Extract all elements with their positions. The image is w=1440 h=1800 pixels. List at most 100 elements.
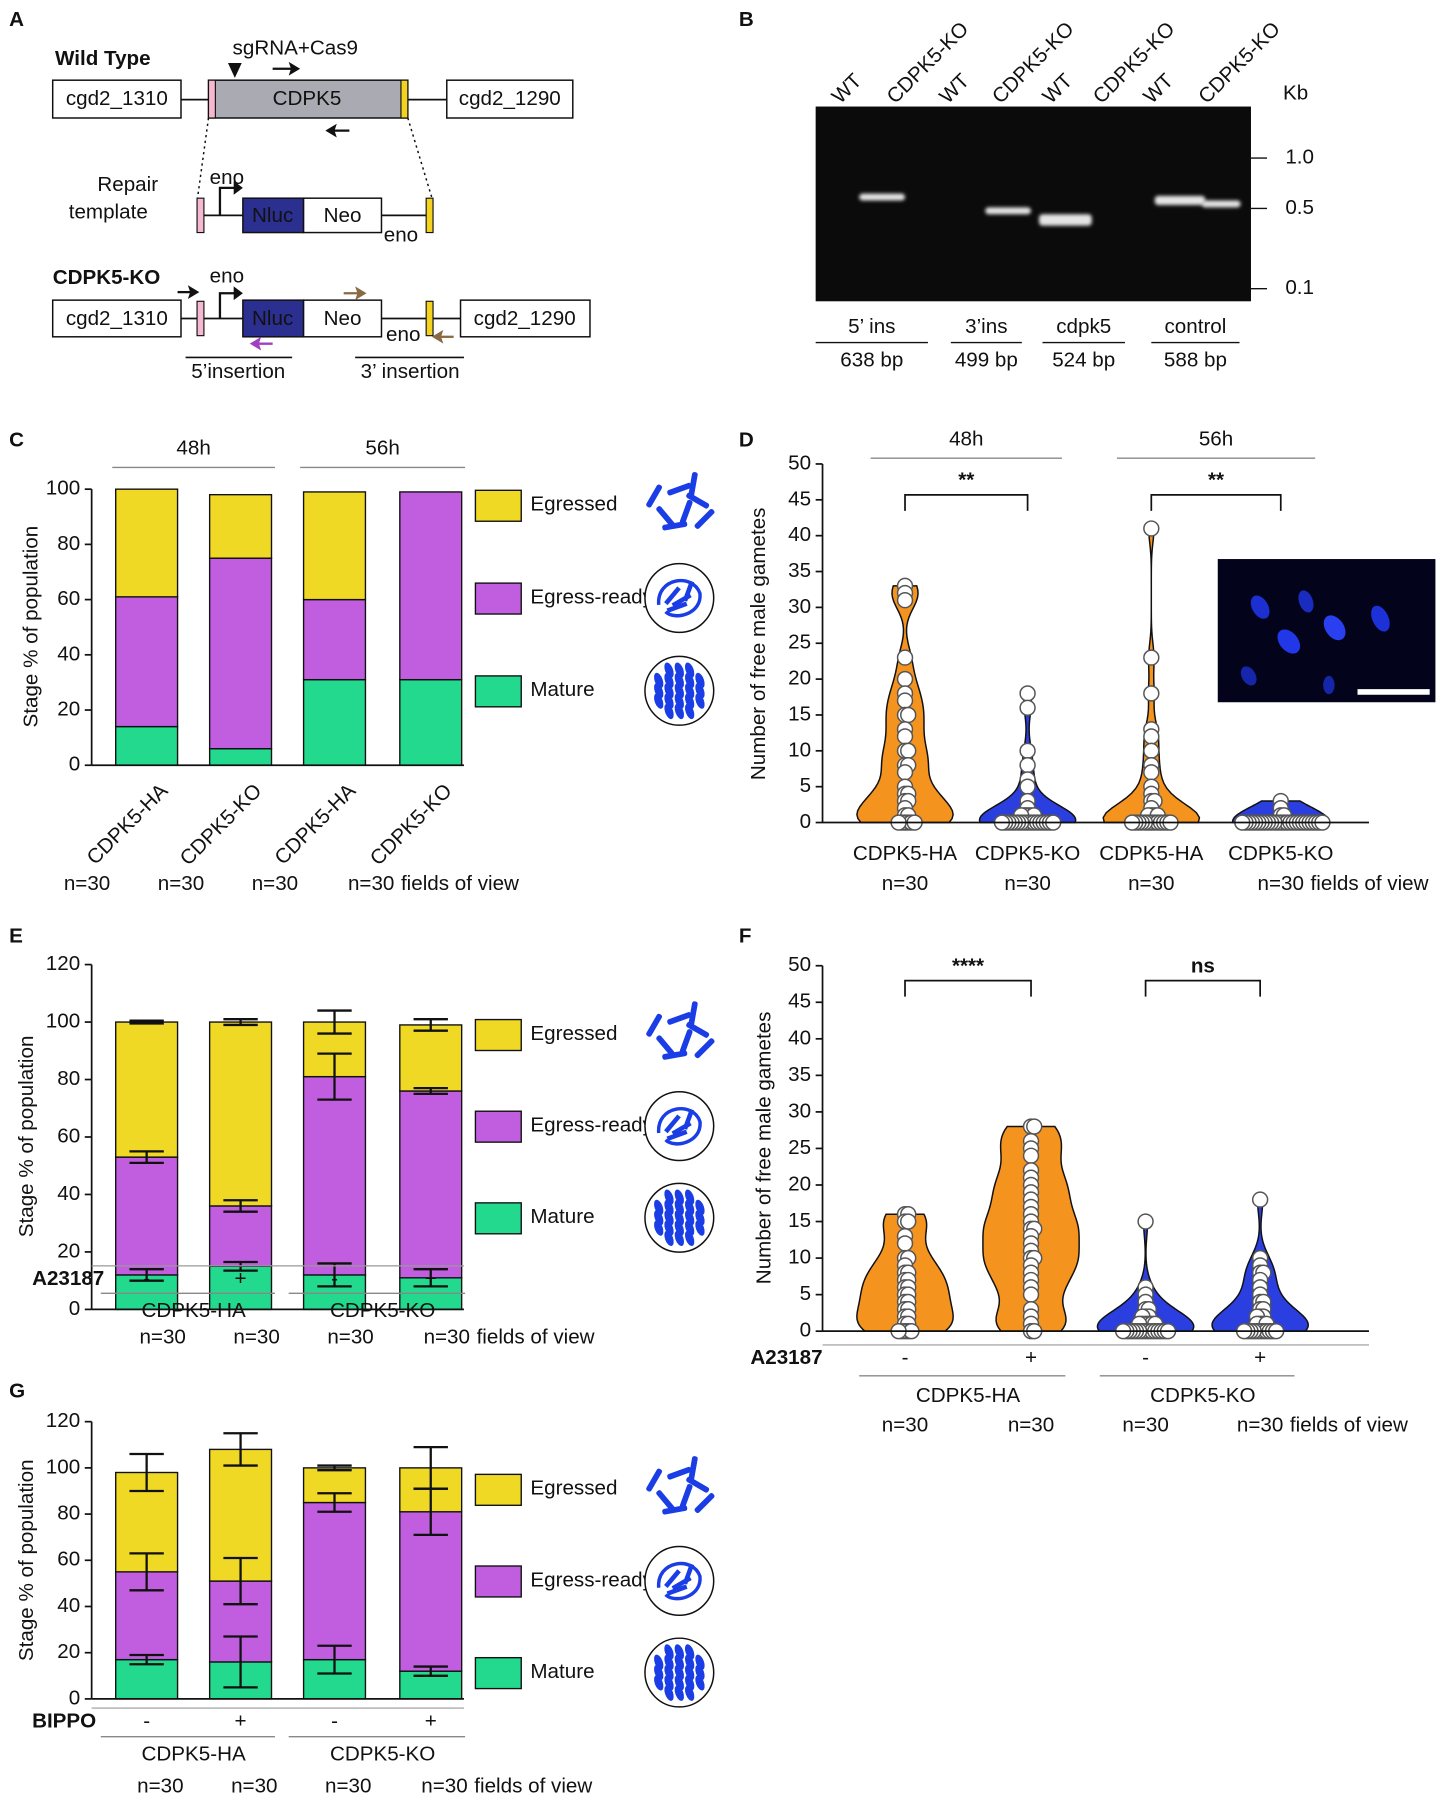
legend-icon — [682, 1108, 695, 1130]
data-point — [1019, 778, 1036, 795]
gene-box — [459, 299, 591, 338]
error-bar — [317, 1492, 352, 1513]
legend-icon — [656, 1035, 675, 1057]
treatment-label: A23187 — [750, 1346, 822, 1369]
bar-segment — [399, 1024, 463, 1092]
sample-size: n=30 — [139, 1325, 185, 1348]
x-tick-label: CDPK5-KO — [1228, 842, 1333, 865]
diagram-title: CDPK5-KO — [53, 266, 161, 289]
y-tick-label: 80 — [57, 1067, 80, 1090]
legend-label: Egressed — [530, 1477, 617, 1500]
error-bar — [413, 1445, 448, 1490]
legend-icon — [664, 1230, 674, 1247]
sample-size: n=30 — [137, 1775, 183, 1798]
homology-arm — [425, 197, 434, 234]
y-tick-label: 50 — [788, 451, 811, 474]
product-size: 524 bp — [1052, 348, 1115, 371]
legend-icon — [674, 1230, 684, 1247]
legend-icon — [694, 1493, 715, 1513]
bar-segment — [208, 1205, 273, 1267]
gene-box — [446, 79, 574, 119]
data-point — [1019, 685, 1036, 702]
legend-label: Mature — [530, 1660, 594, 1683]
sample-unit: fields of view — [477, 1325, 595, 1348]
legend-swatch — [474, 582, 522, 615]
gene-label: cgd2_1310 — [66, 307, 168, 330]
legend-icon — [662, 1050, 688, 1060]
lane-label: WT — [1038, 69, 1077, 108]
x-tick-label: - — [331, 1709, 338, 1732]
data-point — [1019, 742, 1036, 760]
bar-segment — [208, 747, 273, 766]
y-tick-label: 0 — [69, 1686, 80, 1709]
legend-label: Egress-ready — [530, 1114, 653, 1137]
legend-icon — [664, 1569, 681, 1588]
sample-size: n=30 — [1258, 872, 1304, 895]
group-label: 48h — [949, 427, 983, 450]
x-tick-label: CDPK5-KO — [366, 779, 457, 870]
sample-size: n=30 — [231, 1775, 277, 1798]
legend-icon — [679, 499, 693, 525]
legend-swatch — [474, 489, 522, 522]
marker-label: Neo — [324, 204, 362, 227]
bar-segment — [208, 493, 273, 559]
data-point — [1022, 1147, 1040, 1164]
legend-swatch — [474, 1110, 522, 1143]
panel-label: F — [739, 925, 752, 948]
lane-label: WT — [935, 69, 974, 108]
y-tick-label: 80 — [57, 1502, 80, 1525]
primer-arrow-head — [431, 329, 444, 344]
gel-band — [859, 193, 906, 201]
legend-icon — [656, 506, 675, 528]
bar-segment — [115, 1021, 179, 1158]
y-tick-label: 45 — [788, 990, 811, 1013]
legend-icon — [664, 703, 674, 720]
homology-arm — [425, 300, 434, 337]
data-point — [896, 670, 914, 688]
bar-segment — [115, 725, 179, 766]
data-point — [1019, 756, 1036, 774]
y-tick-label: 60 — [57, 1548, 80, 1571]
x-tick-label: CDPK5-HA — [853, 842, 957, 865]
reporter-box — [242, 299, 305, 338]
legend-icon — [682, 580, 695, 602]
x-tick-label: - — [143, 1709, 150, 1732]
error-bar — [317, 1464, 352, 1472]
data-point — [1251, 1191, 1269, 1208]
legend-swatch — [474, 1018, 522, 1052]
diagram-title: template — [69, 201, 148, 224]
panel-label: A — [9, 8, 24, 31]
ladder-label: 0.5 — [1285, 196, 1314, 219]
group-label: CDPK5-HA — [141, 1742, 245, 1765]
product-name: 5’ ins — [848, 315, 895, 338]
panel-label: E — [9, 925, 23, 948]
promoter-label: eno — [210, 166, 244, 189]
sample-size: n=30 — [882, 872, 928, 895]
insertion-label: 5’insertion — [191, 360, 285, 383]
legend-icon — [646, 484, 663, 508]
data-point — [896, 692, 914, 709]
data-point — [896, 649, 914, 666]
legend-icon — [674, 703, 684, 720]
marker-label: Neo — [324, 307, 362, 330]
gene-box — [51, 299, 182, 338]
terminator-label: eno — [386, 323, 420, 346]
legend-swatch — [474, 1473, 522, 1506]
group-label: CDPK5-HA — [916, 1384, 1020, 1407]
primer-arrow-head — [325, 123, 337, 138]
sample-unit: fields of view — [474, 1775, 592, 1798]
x-tick-label: + — [425, 1267, 437, 1290]
group-label: CDPK5-KO — [330, 1299, 435, 1322]
y-tick-label: 20 — [57, 1239, 80, 1262]
y-tick-label: 50 — [788, 953, 811, 976]
treatment-label: A23187 — [32, 1267, 104, 1290]
error-bar — [223, 1556, 258, 1606]
y-tick-label: 60 — [57, 1124, 80, 1147]
y-tick-label: 20 — [57, 697, 80, 720]
y-tick-label: 45 — [788, 487, 811, 510]
bar-segment — [399, 678, 463, 766]
error-bar — [129, 1019, 164, 1025]
error-bar — [317, 1644, 352, 1675]
y-axis-label: Number of free male gametes — [747, 508, 770, 781]
legend-label: Egress-ready — [530, 1568, 653, 1591]
